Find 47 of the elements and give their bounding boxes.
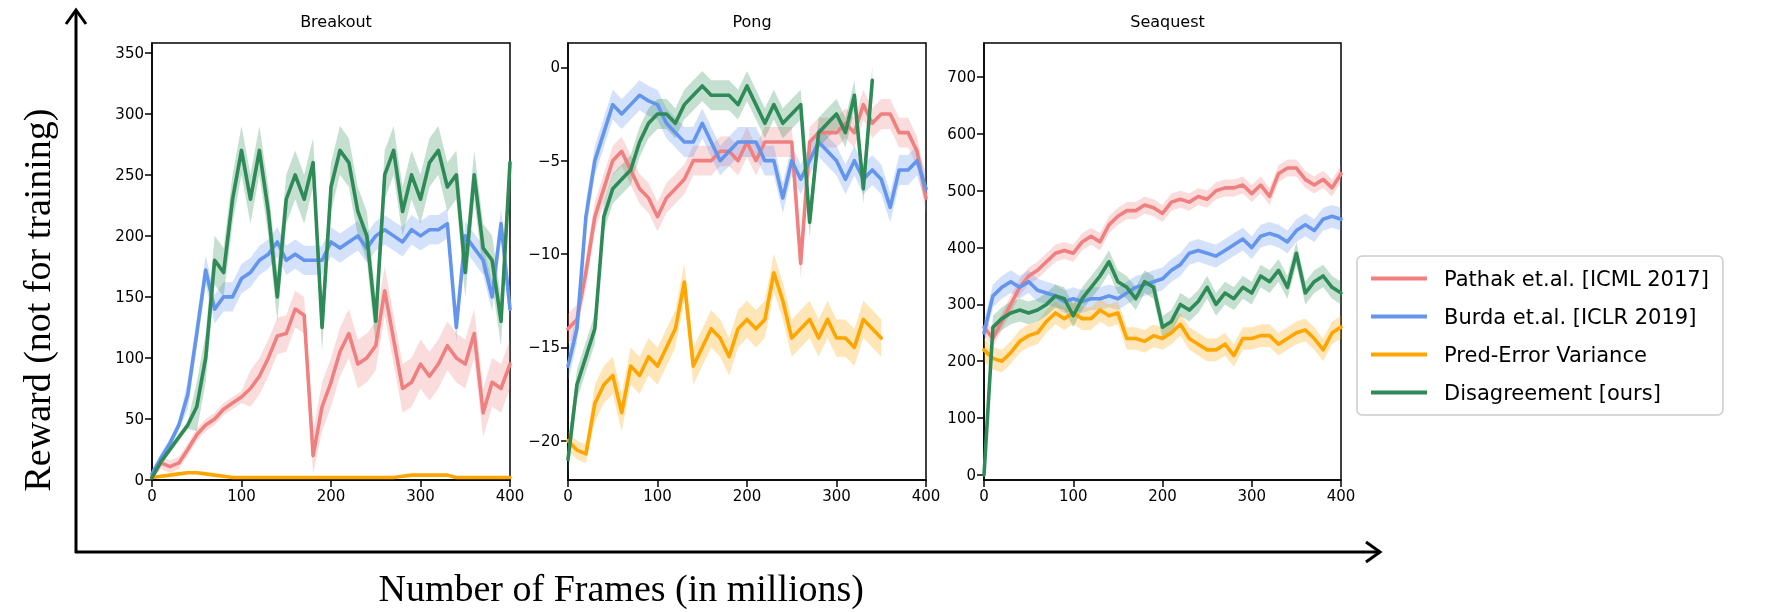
x-tick-label: 400: [911, 486, 941, 505]
x-tick-label: 400: [495, 486, 525, 505]
x-tick-label: 100: [227, 486, 256, 505]
y-tick-label: −20: [528, 431, 560, 450]
x-tick-label: 100: [643, 486, 672, 505]
y-axis-title: Reward (not for training): [14, 108, 59, 492]
y-tick-label: 100: [947, 409, 976, 428]
legend-label: Pathak et.al. [ICML 2017]: [1444, 266, 1709, 291]
y-tick-label: 600: [947, 124, 976, 143]
x-tick-label: 0: [563, 486, 573, 505]
y-tick-label: −5: [537, 151, 560, 170]
y-tick-label: 100: [115, 348, 144, 367]
x-axis-title: Number of Frames (in millions): [378, 566, 864, 610]
line-series: [982, 308, 1343, 364]
x-tick-label: 0: [979, 486, 989, 505]
y-tick-label: 500: [947, 181, 976, 200]
y-tick-label: 150: [115, 287, 144, 306]
legend-label: Disagreement [ours]: [1444, 380, 1661, 405]
legend-label: Pred-Error Variance: [1444, 342, 1647, 367]
y-tick-label: 350: [115, 43, 144, 62]
y-tick-label: 400: [947, 238, 976, 257]
chart-title: Breakout: [300, 11, 372, 31]
line-series: [982, 214, 1343, 335]
x-tick-label: 300: [406, 486, 435, 505]
x-tick-label: 100: [1058, 486, 1088, 505]
legend-label: Burda et.al. [ICLR 2019]: [1444, 304, 1697, 329]
y-tick-label: 200: [947, 352, 976, 371]
x-tick-label: 200: [316, 486, 346, 505]
x-tick-label: 400: [1326, 486, 1356, 505]
y-tick-label: −10: [528, 245, 560, 264]
y-tick-label: 700: [947, 68, 976, 87]
y-tick-label: 0: [134, 471, 144, 489]
y-tick-label: 50: [124, 409, 144, 428]
x-tick-label: 200: [1148, 486, 1177, 505]
x-tick-label: 300: [822, 486, 851, 505]
x-tick-label: 200: [732, 486, 762, 505]
y-tick-label: 200: [115, 226, 144, 245]
x-tick-label: 0: [147, 486, 157, 505]
x-tick-label: 300: [1237, 486, 1267, 505]
chart-title: Pong: [732, 11, 772, 31]
y-tick-label: −15: [528, 338, 560, 357]
y-tick-label: 0: [550, 58, 560, 77]
y-tick-label: 300: [115, 104, 144, 123]
y-tick-label: 300: [947, 295, 976, 314]
chart-title: Seaquest: [1130, 11, 1205, 31]
y-tick-label: 0: [966, 465, 976, 484]
y-tick-label: 250: [115, 165, 144, 184]
